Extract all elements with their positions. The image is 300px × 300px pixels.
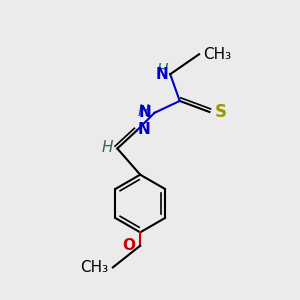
Text: CH₃: CH₃ [80, 260, 108, 275]
Text: H: H [102, 140, 113, 154]
Text: H: H [137, 104, 149, 119]
Text: CH₃: CH₃ [203, 47, 232, 62]
Text: H: H [156, 63, 168, 78]
Text: N: N [138, 105, 151, 120]
Text: S: S [215, 103, 227, 121]
Text: O: O [122, 238, 135, 253]
Text: N: N [156, 67, 169, 82]
Text: N: N [138, 122, 151, 137]
